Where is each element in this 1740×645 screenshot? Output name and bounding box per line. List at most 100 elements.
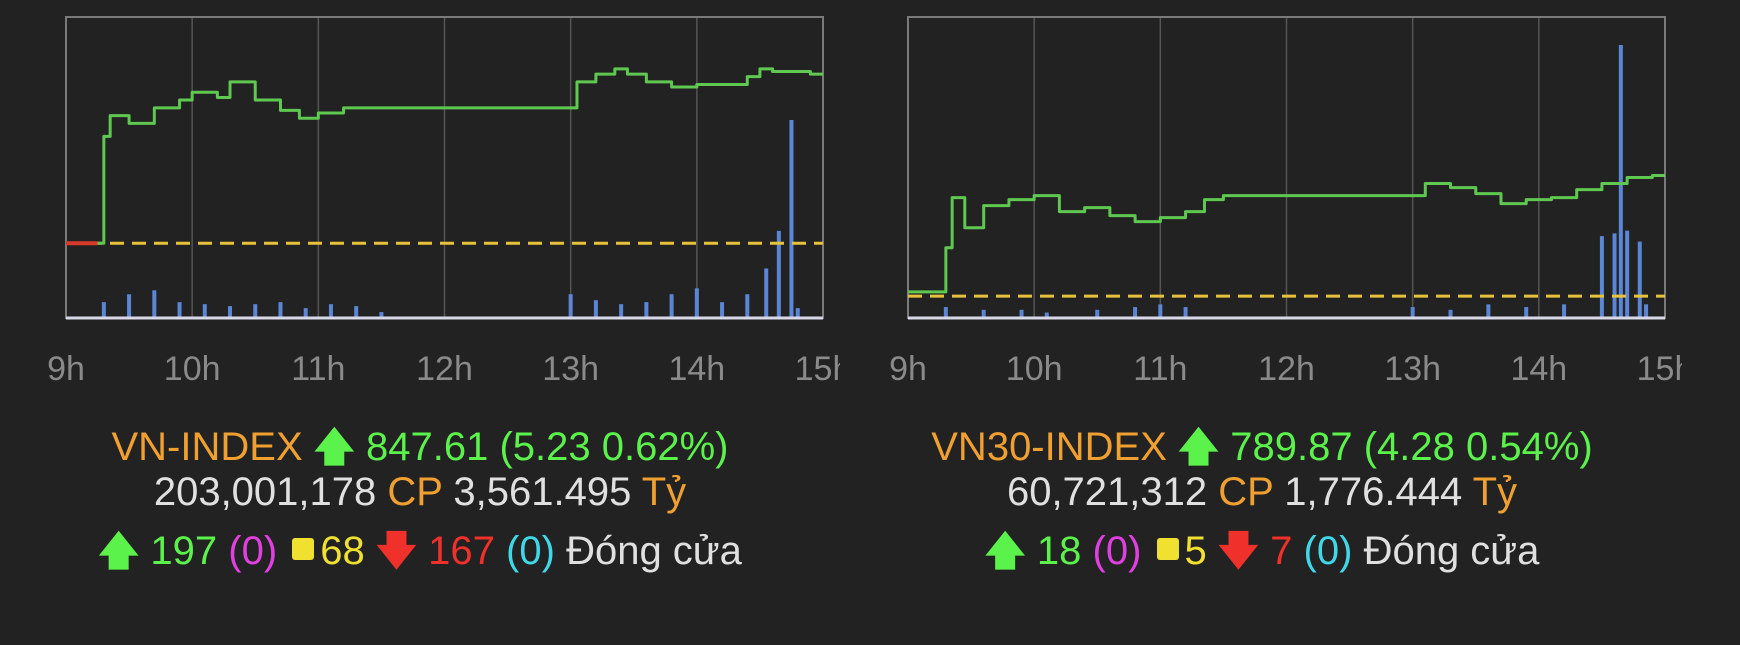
advances-count: 18 bbox=[1036, 529, 1082, 573]
declines-count: 167 bbox=[428, 529, 495, 573]
unchanged-count: 68 bbox=[320, 529, 365, 573]
reference-square-icon bbox=[292, 538, 315, 560]
vn-index-chart: 9h 10h 11h 12h 13h 14h 15h bbox=[0, 0, 840, 400]
volume-bar bbox=[1637, 241, 1642, 318]
volume-bar bbox=[644, 302, 649, 318]
market-breadth-line: 🡅 18 (0) 5 🡇 7 (0) Đóng cửa bbox=[842, 522, 1682, 590]
x-tick-label: 13h bbox=[542, 350, 599, 388]
volume-bar bbox=[981, 309, 986, 318]
x-tick-label: 12h bbox=[416, 350, 473, 388]
index-name: VN30-INDEX bbox=[931, 425, 1167, 469]
volume-bar bbox=[1524, 307, 1529, 318]
down-arrow-icon: 🡇 bbox=[375, 529, 418, 573]
index-summary-line: VN-INDEX 🡅 847.61 (5.23 0.62%) bbox=[0, 418, 840, 486]
volume-bar bbox=[568, 294, 573, 318]
turnover-value: 1,776.444 bbox=[1284, 470, 1463, 514]
volume-bar bbox=[943, 307, 948, 318]
up-arrow-icon: 🡅 bbox=[1178, 425, 1220, 469]
volume-bar bbox=[278, 302, 283, 318]
ceiling-count: (0) bbox=[228, 529, 278, 573]
chart-background bbox=[0, 0, 840, 400]
x-tick-label: 14h bbox=[668, 350, 725, 388]
advances-count: 197 bbox=[150, 529, 218, 573]
volume-unit: CP bbox=[1218, 470, 1274, 514]
volume-bar bbox=[1599, 236, 1604, 318]
volume-value: 203,001,178 bbox=[153, 470, 377, 514]
turnover-value: 3,561.495 bbox=[453, 470, 632, 514]
volume-bar bbox=[202, 304, 207, 318]
down-arrow-icon: 🡇 bbox=[1217, 529, 1260, 573]
volume-bar bbox=[795, 308, 800, 318]
volume-bar bbox=[379, 312, 384, 318]
volume-bar bbox=[720, 302, 725, 318]
price-line bbox=[97, 67, 823, 245]
price-line bbox=[908, 174, 1665, 294]
chart-background bbox=[842, 0, 1682, 400]
volume-bar bbox=[593, 300, 598, 318]
turnover-unit: Tỷ bbox=[641, 470, 687, 514]
trading-volume-line: 60,721,312 CP 1,776.444 Tỷ bbox=[842, 470, 1682, 515]
volume-bar bbox=[1158, 304, 1163, 318]
ceiling-count: (0) bbox=[1092, 529, 1142, 573]
volume-bar bbox=[228, 306, 233, 318]
vn30-index-panel: 9h 10h 11h 12h 13h 14h 15h VN30-INDEX 🡅 789.87… bbox=[842, 0, 1682, 645]
volume-bar bbox=[1410, 307, 1415, 318]
x-tick-label: 10h bbox=[164, 350, 221, 388]
index-change: (5.23 0.62%) bbox=[499, 425, 729, 469]
volume-bar bbox=[354, 306, 359, 318]
floor-count: (0) bbox=[506, 529, 555, 573]
index-name: VN-INDEX bbox=[111, 425, 303, 469]
volume-bar bbox=[1644, 304, 1649, 318]
x-tick-label: 10h bbox=[1006, 350, 1063, 388]
index-summary-line: VN30-INDEX 🡅 789.87 (4.28 0.54%) bbox=[842, 418, 1682, 486]
unchanged-count: 5 bbox=[1184, 529, 1207, 573]
market-status: Đóng cửa bbox=[1363, 529, 1540, 573]
x-tick-label: 11h bbox=[1133, 350, 1187, 388]
x-tick-label: 15h bbox=[795, 350, 840, 388]
floor-count: (0) bbox=[1303, 529, 1353, 573]
volume-bar bbox=[776, 230, 781, 318]
market-breadth-line: 🡅 197 (0) 68 🡇 167 (0) Đóng cửa bbox=[0, 522, 840, 590]
volume-bar bbox=[1448, 309, 1453, 318]
volume-bar bbox=[1486, 304, 1491, 318]
volume-bar bbox=[127, 294, 132, 318]
x-tick-label: 11h bbox=[291, 350, 345, 388]
index-value: 789.87 bbox=[1230, 425, 1353, 469]
volume-value: 60,721,312 bbox=[1006, 470, 1208, 514]
volume-bar bbox=[669, 294, 674, 318]
trading-volume-line: 203,001,178 CP 3,561.495 Tỷ bbox=[0, 470, 840, 515]
volume-bar bbox=[177, 302, 182, 318]
volume-bar bbox=[101, 302, 106, 318]
x-tick-label: 14h bbox=[1510, 350, 1567, 388]
volume-bar bbox=[328, 304, 333, 318]
volume-bar bbox=[1562, 304, 1567, 318]
vn-index-panel: 9h 10h 11h 12h 13h 14h 15h VN-INDEX 🡅 847.61 (… bbox=[0, 0, 840, 645]
index-value: 847.61 bbox=[366, 425, 489, 469]
up-arrow-icon: 🡅 bbox=[313, 425, 355, 469]
volume-bar bbox=[1044, 312, 1049, 318]
volume-bar bbox=[745, 294, 750, 318]
x-tick-label: 12h bbox=[1258, 350, 1315, 388]
up-arrow-icon: 🡅 bbox=[98, 529, 140, 573]
volume-bar bbox=[253, 304, 258, 318]
volume-bar bbox=[1183, 307, 1188, 318]
x-tick-label: 9h bbox=[889, 350, 927, 388]
x-tick-label: 15h bbox=[1637, 350, 1682, 388]
volume-bar bbox=[1618, 45, 1623, 318]
volume-bar bbox=[303, 308, 308, 318]
volume-bar bbox=[1019, 309, 1024, 318]
volume-bar bbox=[1133, 307, 1138, 318]
reference-square-icon bbox=[1156, 538, 1179, 560]
market-status: Đóng cửa bbox=[566, 529, 742, 573]
volume-bar bbox=[764, 268, 769, 318]
volume-bar bbox=[694, 288, 699, 318]
volume-bar bbox=[1095, 309, 1100, 318]
volume-bar bbox=[789, 120, 794, 318]
turnover-unit: Tỷ bbox=[1472, 470, 1518, 514]
x-tick-label: 9h bbox=[47, 350, 85, 388]
volume-bar bbox=[1625, 230, 1630, 318]
volume-bar bbox=[619, 304, 624, 318]
declines-count: 7 bbox=[1270, 529, 1293, 573]
volume-bar bbox=[1612, 233, 1617, 318]
up-arrow-icon: 🡅 bbox=[984, 529, 1026, 573]
